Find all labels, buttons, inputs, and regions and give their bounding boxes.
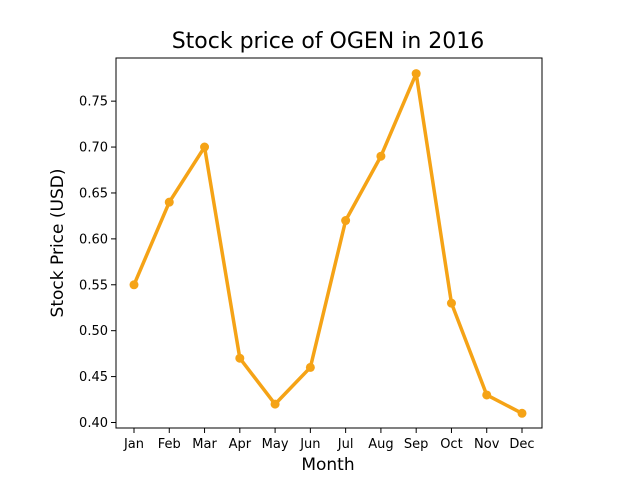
- y-tick-label: 0.50: [79, 324, 108, 339]
- series-layer: [129, 69, 527, 418]
- x-tick-label: Aug: [368, 437, 393, 452]
- x-tick-label: Mar: [192, 437, 217, 452]
- series-line: [132, 71, 523, 415]
- data-point: [341, 216, 351, 226]
- y-tick-label: 0.40: [79, 416, 108, 431]
- data-point: [129, 280, 139, 290]
- data-point: [517, 408, 527, 418]
- x-tick-label: Jan: [123, 437, 144, 452]
- data-point: [446, 298, 456, 308]
- y-tick-label: 0.65: [79, 186, 108, 201]
- x-tick-label: May: [262, 437, 289, 452]
- x-tick-label: Apr: [229, 437, 252, 452]
- y-tick-label: 0.75: [79, 95, 108, 110]
- x-tick-label: Jul: [337, 437, 354, 452]
- x-tick-label: Feb: [158, 437, 181, 452]
- data-point: [200, 142, 210, 152]
- chart-title: Stock price of OGEN in 2016: [172, 29, 485, 54]
- data-point: [235, 353, 245, 363]
- x-axis-label: Month: [301, 455, 354, 475]
- x-axis: Jan Feb Mar Apr May Jun Jul Aug Sep Oct Nov Dec: [123, 428, 535, 452]
- y-tick-label: 0.70: [79, 141, 108, 156]
- x-tick-label: Dec: [509, 437, 534, 452]
- data-point: [482, 390, 492, 400]
- plot-area: [115, 57, 543, 429]
- x-tick-label: Jun: [299, 437, 320, 452]
- y-tick-label: 0.45: [79, 370, 108, 385]
- data-point: [305, 362, 315, 372]
- data-point: [411, 69, 421, 79]
- y-tick-label: 0.55: [79, 278, 108, 293]
- x-tick-label: Oct: [440, 437, 462, 452]
- y-tick-label: 0.60: [79, 232, 108, 247]
- y-axis: 0.40 0.45 0.50 0.55 0.60 0.65 0.70 0.75: [79, 95, 116, 431]
- y-axis-label: Stock Price (USD): [48, 169, 68, 318]
- data-point: [270, 399, 280, 409]
- x-tick-label: Sep: [404, 437, 429, 452]
- data-point: [164, 197, 174, 207]
- x-tick-label: Nov: [474, 437, 500, 452]
- data-point: [376, 151, 386, 161]
